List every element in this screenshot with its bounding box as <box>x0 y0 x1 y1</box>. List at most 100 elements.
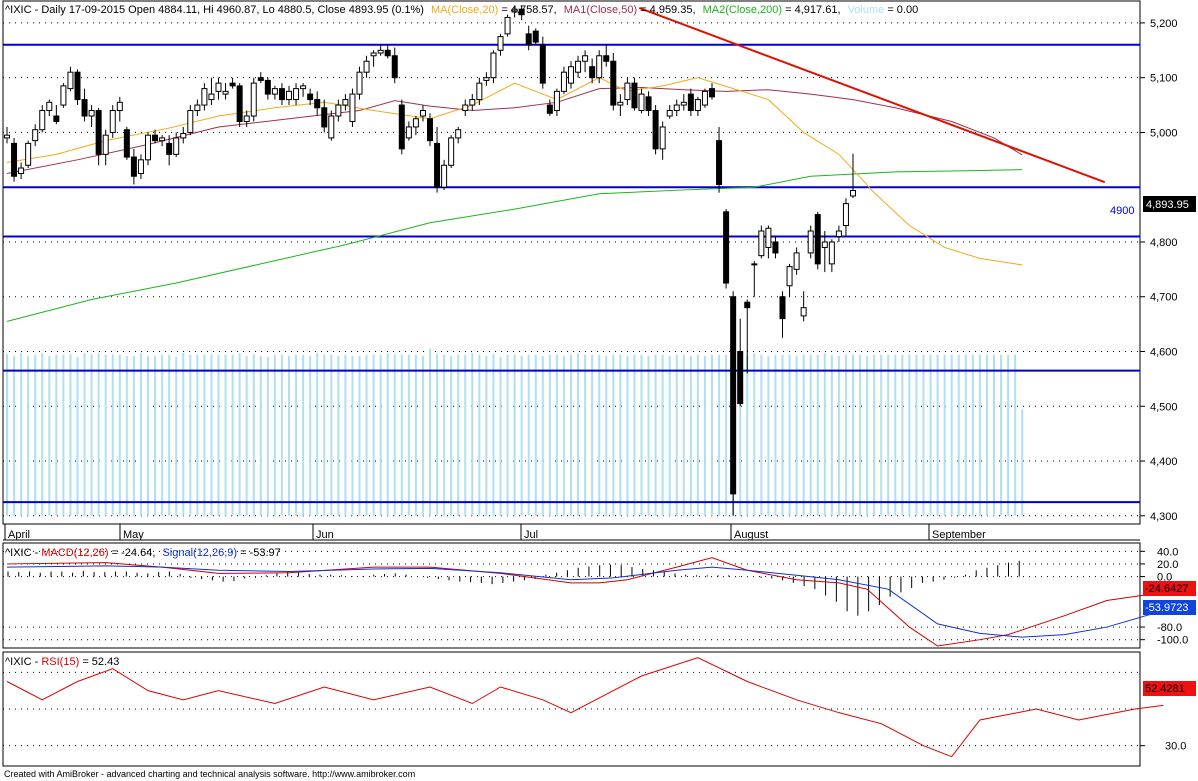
candle-body <box>109 110 116 133</box>
volume-bar <box>795 355 798 516</box>
candle-body <box>497 36 504 51</box>
candle-body <box>102 134 109 155</box>
candle-body <box>835 230 842 237</box>
volume-bar <box>802 354 805 516</box>
volume-bar <box>203 354 206 516</box>
volume-bar <box>132 355 135 516</box>
price-panel: 5,200 5,100 5,000 4,800 4,700 4,600 4,500 4,400… <box>2 0 1196 525</box>
signal-line <box>6 565 1164 638</box>
candle-body <box>236 85 243 122</box>
rsi-axis: 30.0 <box>1140 741 1186 753</box>
price-panel-frame <box>2 0 1141 525</box>
candle-body <box>152 134 159 142</box>
header-ma200-label: MA2(Close,200) <box>703 4 782 16</box>
volume-bar <box>252 354 255 516</box>
volume-bar <box>344 354 347 516</box>
candle-body <box>321 107 328 128</box>
volume-bar <box>633 354 636 516</box>
volume-bar <box>189 354 192 516</box>
volume-bar <box>27 355 30 516</box>
volume-bar <box>302 354 305 516</box>
volume-bar <box>6 354 8 516</box>
svg-text:^IXIC - RSI(15): ^IXIC - RSI(15) = 52.43 <box>5 656 119 668</box>
volume-bar <box>915 354 918 516</box>
volume-bar <box>161 354 164 516</box>
candle-body <box>490 52 497 79</box>
candle-body <box>807 230 814 254</box>
close-price-badge <box>1143 196 1196 212</box>
close-price-badge-text: 4,893.95 <box>1146 199 1189 211</box>
candle-body <box>694 99 701 112</box>
price-tick-label: 4,300 <box>1150 511 1178 523</box>
candle-body <box>730 296 737 495</box>
price-tick-label: 4,700 <box>1150 292 1178 304</box>
volume-bar <box>407 354 410 516</box>
volume-bar <box>97 353 100 516</box>
month-label: May <box>123 529 144 541</box>
ma200-line <box>6 169 1023 322</box>
volume-bar <box>139 353 142 516</box>
candle-body <box>603 55 610 62</box>
svg-text:^IXIC - MACD(12,26): ^IXIC - MACD(12,26) = -24.64, Signal(12,… <box>5 547 281 559</box>
candle-body <box>687 93 694 112</box>
macd-header-value: = -24.64, <box>112 547 156 559</box>
macd-lines <box>6 557 1164 647</box>
candle-body <box>123 129 130 158</box>
volume-bar <box>605 355 608 516</box>
candle-body <box>462 104 469 112</box>
candle-body <box>434 142 441 188</box>
candle-body <box>680 101 687 106</box>
volume-bar <box>612 354 615 516</box>
volume-bar <box>682 354 685 516</box>
candle-body <box>828 241 835 265</box>
month-label: August <box>734 529 768 541</box>
volume-bar <box>541 355 544 516</box>
price-tick-label: 4,600 <box>1150 346 1178 358</box>
volume-bar <box>887 354 890 516</box>
candle-body <box>18 167 25 175</box>
macd-histogram <box>7 560 1020 616</box>
header-ma20-label: MA(Close,20) <box>431 4 498 16</box>
volume-bar <box>668 355 671 516</box>
volume-bar <box>20 353 23 516</box>
volume-bar <box>111 354 114 516</box>
price-tick-label: 5,100 <box>1150 73 1178 85</box>
volume-bar <box>316 353 319 516</box>
volume-bar <box>830 354 833 516</box>
volume-bar <box>859 354 862 516</box>
volume-bar <box>534 354 537 516</box>
candle-body <box>842 203 849 227</box>
month-axis: April May Jun Jul August September <box>3 524 1140 541</box>
candle-body <box>441 164 448 188</box>
volume-bar <box>421 355 424 516</box>
candle-body <box>575 60 582 73</box>
macd-header-label: MACD(12,26) <box>41 547 108 559</box>
volume-bar <box>210 354 213 516</box>
support-resistance-lines <box>3 43 1140 504</box>
volume-bar <box>175 356 178 516</box>
candle-body <box>624 82 631 101</box>
candle-body <box>307 93 314 101</box>
candle-body <box>278 88 285 101</box>
volume-bar <box>929 354 932 516</box>
candle-body <box>264 79 271 95</box>
candle-body <box>81 99 88 117</box>
candle-body <box>173 137 180 155</box>
candle-body <box>525 33 532 46</box>
volume-bar <box>696 354 699 516</box>
candle-body <box>250 82 257 117</box>
volume-bar <box>13 355 16 516</box>
candle-body <box>187 110 194 133</box>
volume-bar <box>34 354 37 516</box>
candle-body <box>772 241 779 254</box>
candle-body <box>356 71 363 95</box>
volume-bar <box>436 354 439 516</box>
candle-body <box>130 156 137 177</box>
rsi-header-value: = 52.43 <box>82 656 119 668</box>
candle-body <box>617 101 624 106</box>
header-ma20-value: = 4,758.57, <box>501 4 556 16</box>
rsi-value-badge-text: 52.4281 <box>1145 683 1185 695</box>
candle-body <box>300 85 307 90</box>
candle-body <box>723 211 730 284</box>
volume-bar <box>365 354 368 516</box>
